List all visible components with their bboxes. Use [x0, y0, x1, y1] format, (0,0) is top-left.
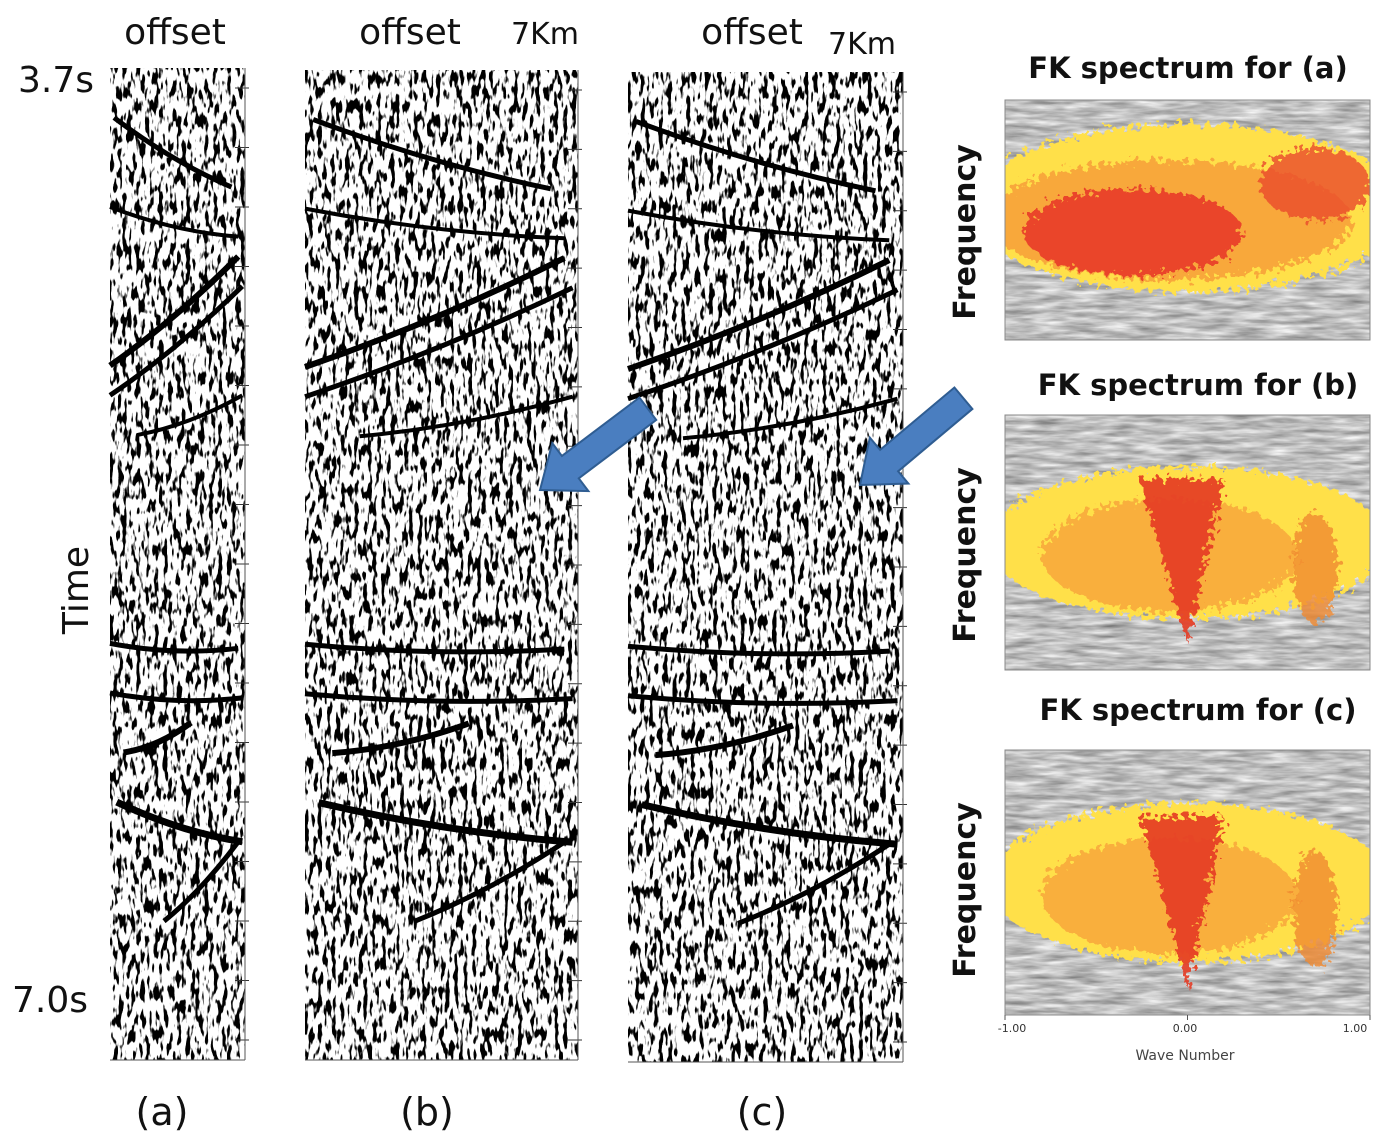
spectrum-energy: [1005, 124, 1370, 292]
seismic-event: [304, 285, 574, 400]
energy-blob: [1023, 188, 1243, 276]
panel-caption: (b): [400, 1090, 454, 1134]
seismic-event: [123, 720, 193, 756]
distance-label: 7Km: [511, 17, 579, 52]
seismic-event: [627, 287, 899, 402]
seismic-panels: [108, 68, 907, 1063]
seismic-event: [627, 693, 898, 706]
fk-spectra: [1004, 99, 1371, 1020]
energy-blob: [1293, 850, 1338, 968]
arrow-shape: [538, 396, 658, 493]
seismic-event: [635, 119, 877, 194]
spectrum-frame: [1004, 414, 1371, 671]
spectrum-energy: [1005, 803, 1370, 989]
wave-number-label: Wave Number: [1135, 1048, 1234, 1064]
energy-wedge: [1140, 816, 1224, 989]
arrow: [858, 386, 974, 487]
offset-label: offset: [124, 12, 226, 53]
arrow: [538, 396, 658, 493]
frequency-label: Frequency: [948, 467, 983, 643]
seismic-event: [682, 396, 899, 441]
seismic-event: [109, 640, 239, 654]
seismic-event: [112, 115, 233, 190]
seismic-event: [317, 799, 573, 846]
seismic-event: [627, 257, 891, 372]
seismic-event: [115, 798, 243, 846]
wave-number-tick: 0.00: [1173, 1022, 1198, 1035]
spectrum-panel: [1004, 749, 1371, 1020]
seismic-event: [312, 117, 552, 192]
seismic-event: [108, 254, 241, 369]
spectrum-panel: [1004, 99, 1371, 341]
time-axis-label: Time: [56, 546, 97, 635]
frequency-label: Frequency: [948, 802, 983, 978]
seismic-event: [332, 720, 470, 757]
seismic-event: [359, 394, 574, 439]
seismic-panel: [627, 72, 907, 1063]
seismic-event: [304, 691, 573, 704]
seismic-event: [627, 208, 890, 243]
energy-blob: [1260, 148, 1370, 220]
seismic-event: [109, 205, 239, 239]
seismic-event: [304, 641, 565, 655]
distance-label: 7Km: [828, 27, 896, 62]
seismic-event: [640, 801, 898, 848]
arrow-shape: [858, 386, 974, 487]
frequency-label: Frequency: [948, 144, 983, 320]
seismic-panel: [304, 70, 582, 1061]
spectrum-frame: [1004, 99, 1371, 341]
panel-caption: (c): [737, 1090, 788, 1134]
seismic-event: [737, 842, 891, 926]
offset-label: offset: [701, 12, 803, 53]
time-end: 7.0s: [12, 980, 88, 1021]
panel-caption: (a): [136, 1090, 189, 1134]
seismic-event: [304, 206, 565, 241]
seismic-event: [108, 284, 245, 398]
seismic-event: [413, 840, 566, 924]
spectrum-title: FK spectrum for (a): [1028, 51, 1347, 85]
seismic-event: [627, 643, 890, 657]
time-start: 3.7s: [18, 60, 94, 101]
offset-label: offset: [359, 12, 461, 53]
wave-number-tick: -1.00: [998, 1022, 1026, 1035]
seismic-event: [109, 690, 243, 704]
seismic-event: [162, 840, 241, 924]
spectrum-energy: [1005, 466, 1370, 645]
seismic-event: [655, 722, 795, 759]
energy-wedge: [1140, 478, 1224, 645]
seismic-event: [304, 255, 566, 370]
spectrum-panel: [1004, 414, 1371, 671]
energy-blob: [1293, 511, 1338, 625]
seismic-panel: [108, 68, 249, 1061]
spectrum-title: FK spectrum for (c): [1039, 693, 1356, 727]
seismic-event: [136, 393, 244, 438]
wave-number-tick: 1.00: [1343, 1022, 1368, 1035]
spectrum-title: FK spectrum for (b): [1038, 368, 1359, 402]
